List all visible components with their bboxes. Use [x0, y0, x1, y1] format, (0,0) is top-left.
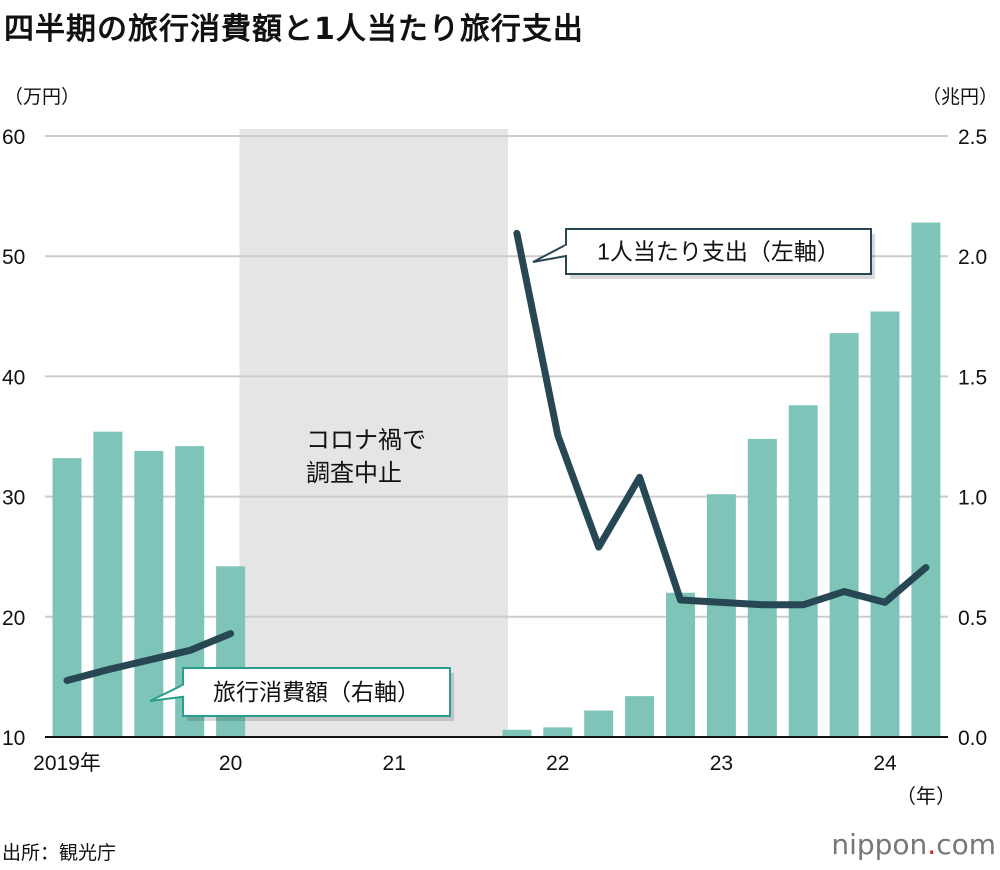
left-tick-label: 40	[2, 366, 25, 389]
left-tick-label: 10	[2, 727, 25, 750]
x-tick-label: 2019年	[33, 752, 101, 775]
bar-legend-callout-pointer	[149, 683, 184, 702]
bar-2022Q2	[584, 710, 614, 737]
x-tick-label: 21	[383, 752, 406, 775]
bar-2023Q3	[788, 405, 818, 737]
bar-2023Q4	[829, 333, 859, 737]
logo-tld: com	[936, 828, 996, 861]
right-tick-label: 0.0	[958, 727, 987, 750]
x-tick-label: 22	[546, 752, 569, 775]
bar-2024Q2	[911, 222, 941, 737]
annotation-text: 調査中止	[306, 460, 402, 487]
line-legend-callout	[565, 228, 872, 275]
left-tick-label: 30	[2, 487, 25, 510]
x-tick-label: 20	[219, 752, 242, 775]
left-tick-label: 20	[2, 607, 25, 630]
bar-legend-callout	[182, 667, 451, 717]
bar-2019Q2	[93, 431, 123, 737]
x-unit-label: （年）	[896, 785, 956, 808]
left-tick-label: 60	[2, 126, 25, 149]
x-tick-label: 24	[873, 752, 897, 775]
chart-title: 四半期の旅行消費額と1人当たり旅行支出	[4, 12, 584, 47]
line-legend-callout-text: 1人当たり支出（左軸）	[597, 239, 840, 265]
bar-2023Q2	[747, 438, 777, 737]
right-tick-label: 2.5	[958, 126, 987, 149]
left-tick-label: 50	[2, 246, 25, 269]
line-legend-callout-pointer	[532, 243, 567, 263]
bar-legend-callout-text: 旅行消費額（右軸）	[213, 679, 420, 705]
annotation-text: コロナ禍で	[306, 427, 426, 454]
bar-2019Q3	[134, 450, 164, 737]
bar-2021Q4	[502, 729, 532, 737]
left-axis-unit: （万円）	[4, 86, 81, 108]
logo-main: nippon	[831, 828, 928, 861]
survey-suspended-band	[239, 129, 508, 737]
source-note: 出所：観光庁	[2, 842, 117, 864]
right-axis-unit: （兆円）	[921, 86, 998, 108]
bar-2022Q4	[666, 592, 695, 737]
bar-2023Q1	[706, 494, 736, 737]
right-tick-label: 1.0	[958, 487, 987, 510]
right-tick-label: 2.0	[958, 246, 987, 269]
x-tick-label: 23	[710, 752, 733, 775]
bar-2019Q1	[52, 458, 82, 737]
right-tick-label: 1.5	[958, 366, 987, 389]
bar-2022Q1	[543, 727, 573, 737]
bar-2024Q1	[870, 311, 900, 737]
bar-2022Q3	[625, 696, 655, 737]
nippon-logo: nippon.com	[831, 828, 996, 861]
right-tick-label: 0.5	[958, 607, 987, 630]
logo-dot: .	[927, 828, 937, 861]
